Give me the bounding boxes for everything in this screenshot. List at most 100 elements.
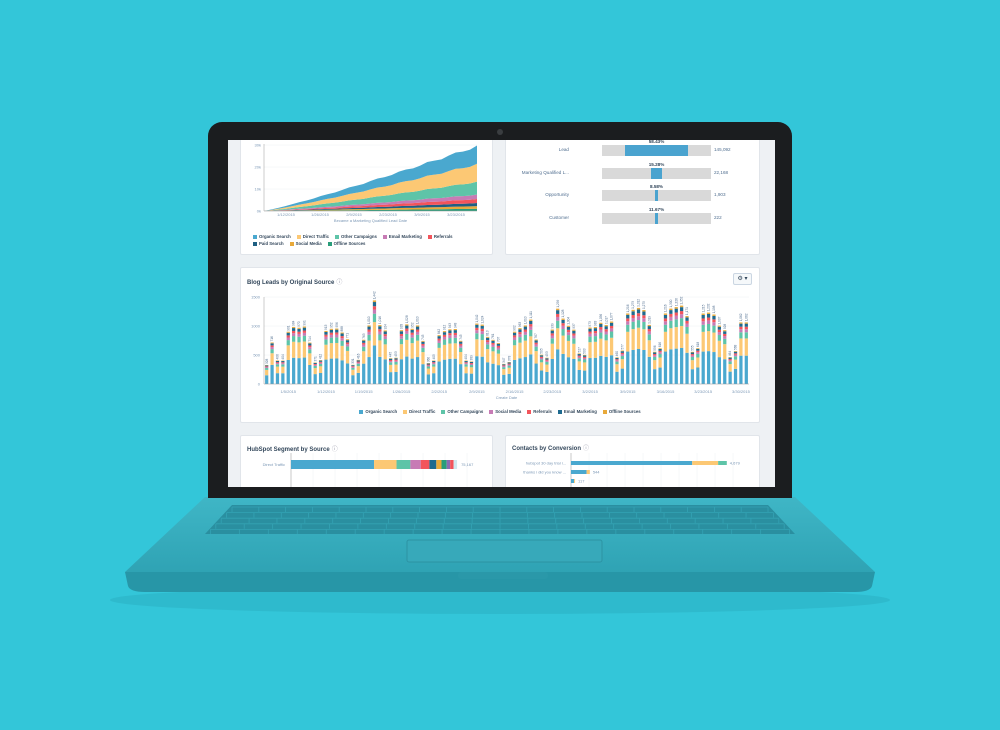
bar-stack[interactable] — [324, 330, 328, 384]
bar-stack[interactable] — [410, 328, 414, 384]
segment-bar-part[interactable] — [441, 460, 447, 469]
funnel-fill[interactable] — [654, 213, 659, 225]
bar-stack[interactable] — [313, 362, 317, 384]
funnel-fill[interactable] — [654, 190, 659, 202]
bar-stack[interactable] — [669, 308, 673, 384]
bar-stack[interactable] — [599, 322, 603, 384]
segment-bar-part[interactable] — [410, 460, 421, 469]
segment-bar-part[interactable] — [420, 460, 430, 469]
bar-stack[interactable] — [432, 360, 436, 384]
bar-stack[interactable] — [356, 359, 360, 384]
bar-stack[interactable] — [685, 316, 689, 384]
bar-stack[interactable] — [577, 353, 581, 384]
funnel-fill[interactable] — [651, 167, 662, 179]
settings-gear-button[interactable]: ⚙ ▾ — [733, 273, 752, 285]
bar-stack[interactable] — [292, 326, 296, 384]
legend-item[interactable]: Direct Traffic — [403, 409, 435, 414]
bar-stack[interactable] — [642, 310, 646, 384]
segment-bar-part[interactable] — [446, 460, 451, 469]
bar-stack[interactable] — [351, 364, 355, 384]
bar-stack[interactable] — [383, 330, 387, 384]
bar-stack[interactable] — [631, 309, 635, 384]
conversion-bar-part[interactable] — [571, 470, 587, 474]
bar-stack[interactable] — [362, 339, 366, 384]
segment-bar-part[interactable] — [374, 460, 397, 469]
legend-item[interactable]: Organic Search — [359, 409, 397, 414]
info-icon[interactable]: ⓘ — [583, 446, 590, 452]
info-icon[interactable]: ⓘ — [331, 447, 338, 453]
bar-stack[interactable] — [674, 307, 678, 384]
bar-stack[interactable] — [556, 308, 560, 384]
bar-stack[interactable] — [690, 351, 695, 384]
segment-bar-part[interactable] — [453, 460, 458, 469]
bar-stack[interactable] — [701, 313, 705, 384]
bar-stack[interactable] — [448, 329, 452, 384]
legend-item[interactable]: Social Media — [489, 409, 521, 414]
bar-stack[interactable] — [728, 357, 732, 384]
bar-stack[interactable] — [318, 360, 323, 384]
funnel-fill[interactable] — [624, 145, 689, 156]
bar-stack[interactable] — [512, 331, 517, 384]
conversion-bar-part[interactable] — [718, 461, 727, 465]
conversion-bar-part[interactable] — [586, 470, 590, 474]
bar-stack[interactable] — [604, 325, 608, 384]
legend-item[interactable]: Other Campaigns — [335, 234, 377, 239]
bar-stack[interactable] — [706, 312, 711, 384]
bar-stack[interactable] — [647, 324, 651, 384]
bar-stack[interactable] — [415, 325, 420, 384]
bar-stack[interactable] — [545, 357, 549, 384]
bar-stack[interactable] — [405, 324, 409, 384]
bar-stack[interactable] — [539, 354, 544, 384]
bar-stack[interactable] — [507, 362, 511, 384]
segment-bar-part[interactable] — [436, 460, 442, 469]
conversion-bar-part[interactable] — [571, 461, 693, 465]
bar-stack[interactable] — [653, 351, 657, 384]
bar-stack[interactable] — [426, 363, 430, 384]
segment-bar-part[interactable] — [396, 460, 411, 469]
bar-stack[interactable] — [696, 348, 700, 384]
bar-stack[interactable] — [308, 342, 312, 384]
bar-stack[interactable] — [329, 328, 333, 384]
bar-stack[interactable] — [469, 361, 474, 384]
bar-stack[interactable] — [744, 322, 748, 384]
bar-stack[interactable] — [529, 319, 533, 384]
bar-stack[interactable] — [345, 339, 350, 384]
bar-stack[interactable] — [496, 342, 501, 384]
legend-item[interactable]: Direct Traffic — [296, 234, 329, 239]
bar-stack[interactable] — [486, 336, 490, 384]
bar-stack[interactable] — [340, 332, 344, 384]
segment-bar-part[interactable] — [450, 460, 454, 469]
bar-stack[interactable] — [583, 354, 587, 384]
bar-stack[interactable] — [464, 360, 468, 384]
bar-stack[interactable] — [523, 325, 527, 384]
bar-stack[interactable] — [588, 327, 592, 384]
bar-stack[interactable] — [437, 335, 441, 384]
bar-stack[interactable] — [265, 364, 269, 384]
legend-item[interactable]: Other Campaigns — [441, 409, 483, 414]
bar-stack[interactable] — [712, 314, 716, 384]
bar-stack[interactable] — [286, 331, 290, 384]
bar-stack[interactable] — [663, 313, 668, 384]
legend-item[interactable]: Offline Sources — [602, 409, 641, 414]
bar-stack[interactable] — [620, 350, 624, 384]
bar-stack[interactable] — [453, 329, 457, 384]
bar-stack[interactable] — [723, 330, 727, 384]
bar-stack[interactable] — [275, 360, 280, 384]
bar-stack[interactable] — [399, 330, 404, 384]
bar-stack[interactable] — [270, 342, 274, 384]
legend-item[interactable]: Offline Sources — [327, 241, 365, 246]
bar-stack[interactable] — [421, 340, 425, 384]
legend-item[interactable]: Referrals — [427, 234, 452, 239]
bar-stack[interactable] — [615, 357, 619, 384]
bar-stack[interactable] — [717, 325, 721, 384]
info-icon[interactable]: ⓘ — [336, 280, 343, 286]
bar-stack[interactable] — [739, 322, 743, 384]
segment-bar-part[interactable] — [429, 460, 437, 469]
segment-bar-part[interactable] — [291, 460, 375, 469]
bar-stack[interactable] — [335, 328, 339, 384]
bar-stack[interactable] — [680, 305, 684, 384]
bar-stack[interactable] — [658, 348, 662, 384]
bar-stack[interactable] — [281, 360, 285, 384]
bar-stack[interactable] — [733, 351, 738, 384]
bar-stack[interactable] — [480, 324, 484, 384]
